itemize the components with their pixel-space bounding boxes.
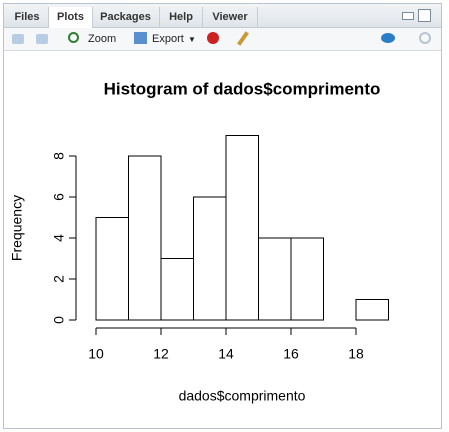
bar (128, 155, 162, 321)
x-tick-label: 12 (153, 346, 169, 362)
dropdown-arrow: ▼ (188, 35, 196, 44)
bar (290, 237, 324, 321)
y-tick-label: 6 (51, 193, 67, 201)
publish-icon[interactable] (381, 33, 395, 43)
back-button[interactable] (12, 34, 24, 44)
zoom-button[interactable]: Zoom (88, 33, 117, 45)
tab-bar: Files Plots Packages Help Viewer (4, 4, 441, 28)
forward-button[interactable] (36, 34, 48, 44)
export-icon (134, 32, 147, 44)
y-tick-label: 0 (51, 316, 67, 324)
toolbar: Zoom Export ▼ (4, 28, 441, 51)
tab[interactable]: Plots (48, 7, 93, 28)
bar (355, 299, 389, 321)
x-tick-label: 14 (218, 346, 234, 362)
tab[interactable]: Packages (92, 7, 160, 27)
maximize[interactable] (418, 9, 431, 22)
y-axis-label: Frequency (9, 195, 25, 261)
zoom-icon (68, 32, 79, 43)
tab[interactable]: Viewer (203, 7, 258, 27)
y-tick-label: 2 (51, 275, 67, 283)
export-button[interactable]: Export (152, 33, 184, 45)
remove-plot[interactable] (207, 32, 219, 44)
minimize[interactable] (402, 12, 414, 20)
bar (225, 135, 259, 321)
y-tick-label: 4 (51, 234, 67, 242)
refresh[interactable] (419, 32, 431, 44)
bar (258, 237, 292, 321)
bar (160, 258, 194, 321)
chart-title: Histogram of dados$comprimento (104, 79, 381, 98)
x-tick-label: 18 (348, 346, 364, 362)
x-tick-label: 10 (88, 346, 104, 362)
x-tick-label: 16 (283, 346, 299, 362)
bar (95, 217, 129, 321)
x-axis-label: dados$comprimento (179, 388, 306, 404)
bar (193, 196, 227, 321)
tab[interactable]: Help (160, 7, 203, 27)
y-tick-label: 8 (51, 152, 67, 160)
